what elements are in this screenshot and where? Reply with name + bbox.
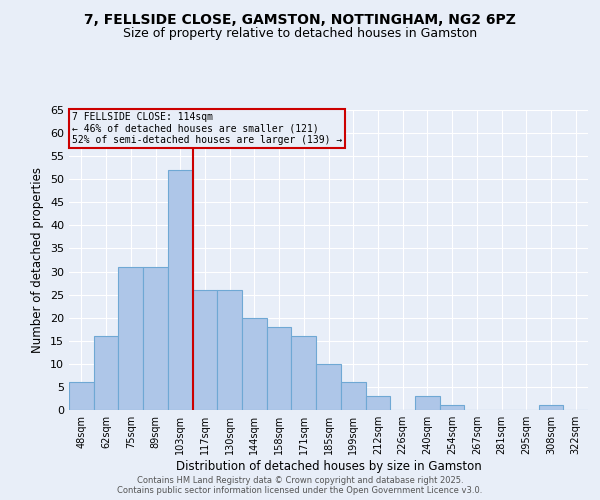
Bar	[539, 406, 563, 410]
Bar	[168, 170, 193, 410]
Bar	[292, 336, 316, 410]
Text: 7, FELLSIDE CLOSE, GAMSTON, NOTTINGHAM, NG2 6PZ: 7, FELLSIDE CLOSE, GAMSTON, NOTTINGHAM, …	[84, 12, 516, 26]
Bar	[316, 364, 341, 410]
Bar	[415, 396, 440, 410]
Text: Contains public sector information licensed under the Open Government Licence v3: Contains public sector information licen…	[118, 486, 482, 495]
Text: Contains HM Land Registry data © Crown copyright and database right 2025.: Contains HM Land Registry data © Crown c…	[137, 476, 463, 485]
Bar	[217, 290, 242, 410]
Bar	[143, 267, 168, 410]
Bar	[267, 327, 292, 410]
Bar	[440, 406, 464, 410]
Text: 7 FELLSIDE CLOSE: 114sqm
← 46% of detached houses are smaller (121)
52% of semi-: 7 FELLSIDE CLOSE: 114sqm ← 46% of detach…	[71, 112, 342, 144]
Bar	[193, 290, 217, 410]
Bar	[69, 382, 94, 410]
Bar	[94, 336, 118, 410]
X-axis label: Distribution of detached houses by size in Gamston: Distribution of detached houses by size …	[176, 460, 481, 473]
Text: Size of property relative to detached houses in Gamston: Size of property relative to detached ho…	[123, 28, 477, 40]
Y-axis label: Number of detached properties: Number of detached properties	[31, 167, 44, 353]
Bar	[118, 267, 143, 410]
Bar	[365, 396, 390, 410]
Bar	[341, 382, 365, 410]
Bar	[242, 318, 267, 410]
